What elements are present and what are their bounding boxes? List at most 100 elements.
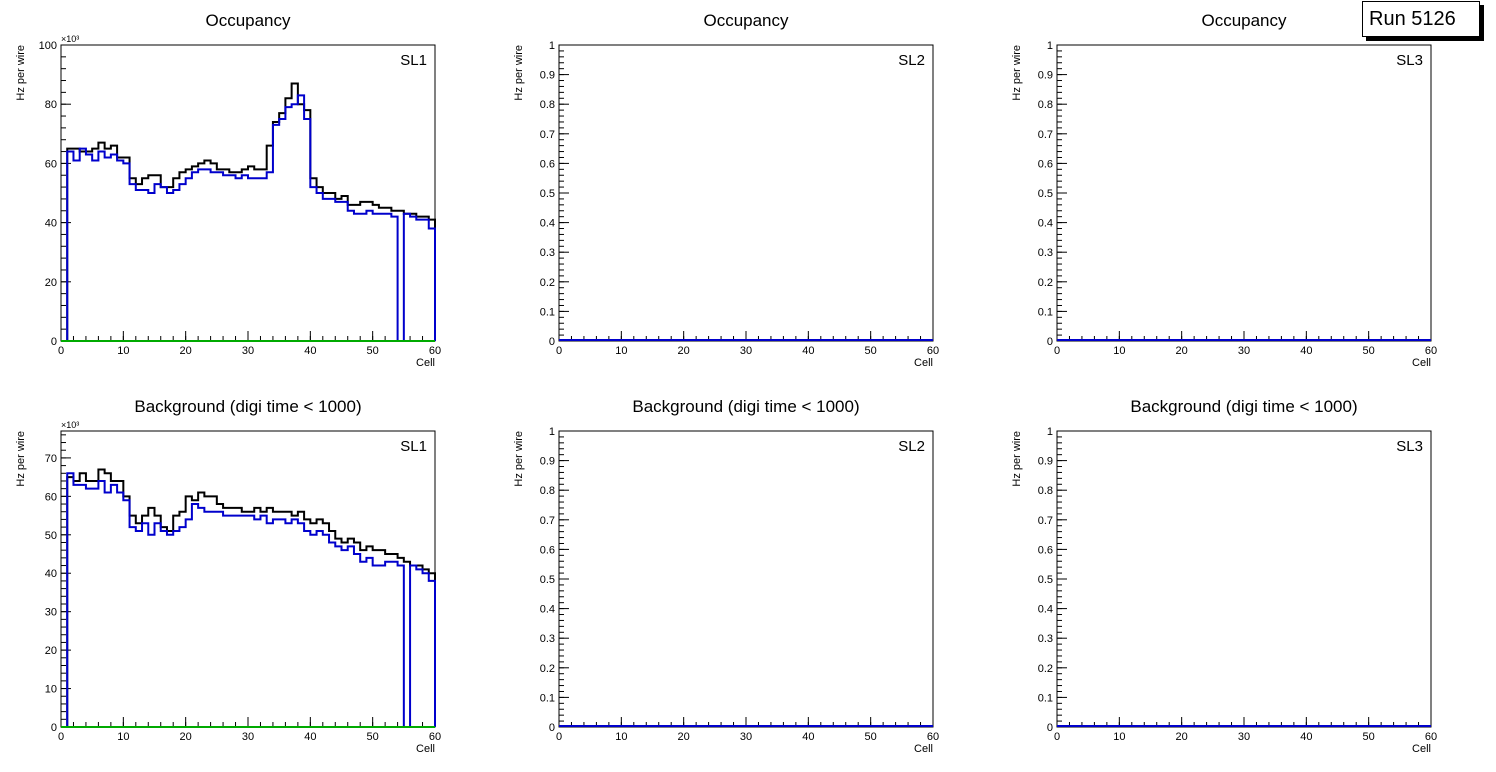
chart-1-title: Occupancy bbox=[205, 11, 291, 30]
chart-4-pad-label: SL1 bbox=[400, 438, 427, 455]
chart-3-ytick-label-5: 0.5 bbox=[1038, 188, 1053, 200]
chart-4-ytick-label-2: 20 bbox=[45, 645, 57, 657]
chart-1-xtick-label-6: 60 bbox=[429, 345, 441, 357]
chart-6-ytick-label-7: 0.7 bbox=[1038, 515, 1053, 527]
chart-4-xtick-label-0: 0 bbox=[58, 731, 64, 743]
chart-3-frame bbox=[1056, 44, 1432, 342]
chart-2-ytick-label-10: 1 bbox=[549, 40, 555, 52]
chart-2-pad-label: SL2 bbox=[898, 52, 925, 69]
chart-5-frame bbox=[558, 430, 934, 728]
chart-3-ytick-label-8: 0.8 bbox=[1038, 99, 1053, 111]
chart-6-ytick-label-1: 0.1 bbox=[1038, 692, 1053, 704]
chart-5-xtick-label-0: 0 bbox=[556, 731, 562, 743]
chart-5-ylabel: Hz per wire bbox=[513, 431, 525, 487]
chart-1-xlabel: Cell bbox=[416, 357, 435, 369]
chart-6-ytick-label-2: 0.2 bbox=[1038, 663, 1053, 675]
chart-2-ytick-label-7: 0.7 bbox=[540, 129, 555, 141]
chart-6-xtick-label-6: 60 bbox=[1425, 731, 1437, 743]
chart-1-ytick-label-1: 20 bbox=[45, 277, 57, 289]
chart-2-frame bbox=[558, 44, 934, 342]
chart-1-xtick-label-1: 10 bbox=[117, 345, 129, 357]
chart-6-xtick-label-2: 20 bbox=[1176, 731, 1188, 743]
chart-6-title: Background (digi time < 1000) bbox=[1130, 397, 1357, 416]
chart-2-ytick-label-2: 0.2 bbox=[540, 277, 555, 289]
chart-4-xtick-label-2: 20 bbox=[180, 731, 192, 743]
chart-5-ytick-label-3: 0.3 bbox=[540, 633, 555, 645]
chart-5-title: Background (digi time < 1000) bbox=[632, 397, 859, 416]
chart-1-ytick-label-0: 0 bbox=[51, 336, 57, 348]
chart-1-exponent-label: ×10³ bbox=[61, 34, 79, 44]
chart-2-ytick-label-8: 0.8 bbox=[540, 99, 555, 111]
chart-2-ytick-label-5: 0.5 bbox=[540, 188, 555, 200]
chart-6-xtick-label-5: 50 bbox=[1363, 731, 1375, 743]
chart-3-ytick-label-0: 0 bbox=[1047, 336, 1053, 348]
chart-4-exponent-label: ×10³ bbox=[61, 420, 79, 430]
chart-5-ytick-label-0: 0 bbox=[549, 722, 555, 734]
chart-5-xtick-label-6: 60 bbox=[927, 731, 939, 743]
chart-3-ytick-label-2: 0.2 bbox=[1038, 277, 1053, 289]
chart-1-xtick-label-0: 0 bbox=[58, 345, 64, 357]
chart-2-xtick-label-3: 30 bbox=[740, 345, 752, 357]
chart-3-xtick-label-4: 40 bbox=[1300, 345, 1312, 357]
chart-1-xtick-label-4: 40 bbox=[304, 345, 316, 357]
chart-6-xtick-label-0: 0 bbox=[1054, 731, 1060, 743]
chart-3-ytick-label-1: 0.1 bbox=[1038, 306, 1053, 318]
chart-3-ytick-label-3: 0.3 bbox=[1038, 247, 1053, 259]
chart-6-xtick-label-1: 10 bbox=[1113, 731, 1125, 743]
chart-4-xlabel: Cell bbox=[416, 743, 435, 755]
chart-1-xtick-label-2: 20 bbox=[180, 345, 192, 357]
chart-6-pad-label: SL3 bbox=[1396, 438, 1423, 455]
chart-1-ylabel: Hz per wire bbox=[15, 45, 27, 101]
chart-6-ytick-label-6: 0.6 bbox=[1038, 544, 1053, 556]
chart-4-xtick-label-4: 40 bbox=[304, 731, 316, 743]
chart-5-xtick-label-1: 10 bbox=[615, 731, 627, 743]
chart-2-ylabel: Hz per wire bbox=[513, 45, 525, 101]
chart-5-ytick-label-1: 0.1 bbox=[540, 692, 555, 704]
chart-3-ylabel: Hz per wire bbox=[1011, 45, 1023, 101]
chart-2-xtick-label-4: 40 bbox=[802, 345, 814, 357]
chart-3-xtick-label-1: 10 bbox=[1113, 345, 1125, 357]
chart-6-ylabel: Hz per wire bbox=[1011, 431, 1023, 487]
chart-4-ylabel: Hz per wire bbox=[15, 431, 27, 487]
chart-2-ytick-label-0: 0 bbox=[549, 336, 555, 348]
chart-6-ytick-label-4: 0.4 bbox=[1038, 604, 1053, 616]
chart-1-ytick-label-4: 80 bbox=[45, 99, 57, 111]
chart-2-xlabel: Cell bbox=[914, 357, 933, 369]
chart-2-ytick-label-4: 0.4 bbox=[540, 218, 555, 230]
chart-1-ytick-label-5: 100 bbox=[39, 40, 57, 52]
chart-5-pad-label: SL2 bbox=[898, 438, 925, 455]
chart-3-xtick-label-2: 20 bbox=[1176, 345, 1188, 357]
chart-3-xtick-label-0: 0 bbox=[1054, 345, 1060, 357]
chart-4-ytick-label-5: 50 bbox=[45, 530, 57, 542]
chart-3-title: Occupancy bbox=[1201, 11, 1287, 30]
chart-3-ytick-label-10: 1 bbox=[1047, 40, 1053, 52]
chart-3-xtick-label-3: 30 bbox=[1238, 345, 1250, 357]
chart-1-series-blue bbox=[61, 94, 436, 342]
chart-6-ytick-label-10: 1 bbox=[1047, 426, 1053, 438]
chart-1-xtick-label-3: 30 bbox=[242, 345, 254, 357]
chart-4-ytick-label-6: 60 bbox=[45, 491, 57, 503]
chart-2-xtick-label-5: 50 bbox=[865, 345, 877, 357]
chart-2-ytick-label-6: 0.6 bbox=[540, 158, 555, 170]
chart-5-ytick-label-5: 0.5 bbox=[540, 574, 555, 586]
chart-4-ytick-label-4: 40 bbox=[45, 568, 57, 580]
chart-2-ytick-label-3: 0.3 bbox=[540, 247, 555, 259]
chart-4-xtick-label-3: 30 bbox=[242, 731, 254, 743]
chart-6-ytick-label-9: 0.9 bbox=[1038, 456, 1053, 468]
chart-5-ytick-label-7: 0.7 bbox=[540, 515, 555, 527]
chart-1-pad-label: SL1 bbox=[400, 52, 427, 69]
chart-5-ytick-label-10: 1 bbox=[549, 426, 555, 438]
chart-3-xtick-label-6: 60 bbox=[1425, 345, 1437, 357]
chart-6-frame bbox=[1056, 430, 1432, 728]
chart-4-xtick-label-5: 50 bbox=[367, 731, 379, 743]
chart-6-xtick-label-3: 30 bbox=[1238, 731, 1250, 743]
chart-2-xtick-label-0: 0 bbox=[556, 345, 562, 357]
chart-6-ytick-label-0: 0 bbox=[1047, 722, 1053, 734]
chart-4-title: Background (digi time < 1000) bbox=[134, 397, 361, 416]
chart-5-xtick-label-3: 30 bbox=[740, 731, 752, 743]
run-label: Run 5126 bbox=[1369, 7, 1456, 30]
chart-5-ytick-label-6: 0.6 bbox=[540, 544, 555, 556]
chart-2-title: Occupancy bbox=[703, 11, 789, 30]
chart-4-ytick-label-0: 0 bbox=[51, 722, 57, 734]
